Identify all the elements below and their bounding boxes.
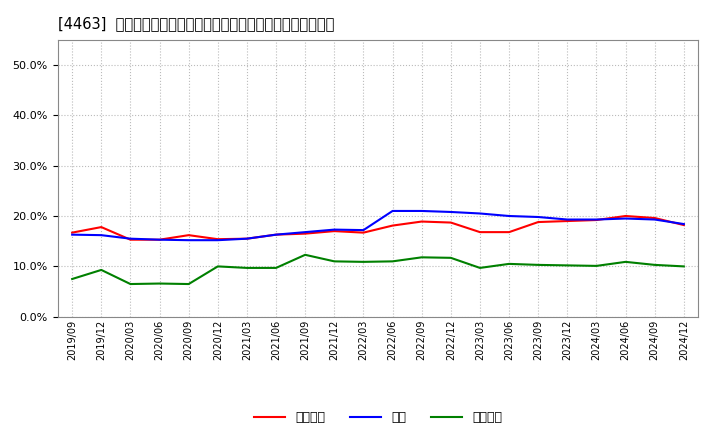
売上債権 [621, 213, 630, 219]
在庫 [534, 214, 543, 220]
買入債務 [68, 276, 76, 282]
在庫 [213, 238, 222, 243]
売上債権 [563, 218, 572, 224]
売上債権 [301, 231, 310, 236]
売上債権 [418, 219, 426, 224]
売上債権 [156, 237, 164, 242]
在庫 [505, 213, 513, 219]
買入債務 [156, 281, 164, 286]
在庫 [388, 208, 397, 213]
売上債権 [592, 217, 600, 223]
買入債務 [505, 261, 513, 267]
在庫 [68, 232, 76, 237]
在庫 [243, 236, 251, 241]
売上債権 [213, 237, 222, 242]
Line: 買入債務: 買入債務 [72, 255, 684, 284]
在庫 [97, 232, 106, 238]
買入債務 [184, 282, 193, 287]
買入債務 [330, 259, 338, 264]
買入債務 [97, 267, 106, 272]
在庫 [359, 227, 368, 233]
売上債権 [650, 215, 659, 220]
在庫 [476, 211, 485, 216]
売上債権 [388, 223, 397, 228]
在庫 [330, 227, 338, 232]
在庫 [126, 236, 135, 241]
売上債権 [243, 236, 251, 241]
在庫 [271, 232, 280, 237]
売上債権 [505, 230, 513, 235]
在庫 [563, 217, 572, 222]
買入債務 [680, 264, 688, 269]
Legend: 売上債権, 在庫, 買入債務: 売上債権, 在庫, 買入債務 [248, 406, 508, 429]
Line: 売上債権: 売上債権 [72, 216, 684, 240]
買入債務 [388, 259, 397, 264]
在庫 [650, 217, 659, 222]
買入債務 [476, 265, 485, 271]
売上債権 [330, 228, 338, 234]
買入債務 [446, 255, 455, 260]
買入債務 [621, 259, 630, 264]
在庫 [301, 230, 310, 235]
買入債務 [650, 262, 659, 268]
在庫 [680, 221, 688, 227]
売上債権 [534, 220, 543, 225]
Line: 在庫: 在庫 [72, 211, 684, 240]
売上債権 [184, 232, 193, 238]
在庫 [592, 217, 600, 222]
売上債権 [446, 220, 455, 225]
買入債務 [213, 264, 222, 269]
買入債務 [534, 262, 543, 268]
Text: [4463]  売上債権、在庫、買入債務の総資産に対する比率の推移: [4463] 売上債権、在庫、買入債務の総資産に対する比率の推移 [58, 16, 334, 32]
買入債務 [126, 282, 135, 287]
売上債権 [680, 223, 688, 228]
買入債務 [592, 263, 600, 268]
売上債権 [271, 232, 280, 237]
在庫 [621, 216, 630, 221]
買入債務 [563, 263, 572, 268]
買入債務 [418, 255, 426, 260]
売上債権 [476, 230, 485, 235]
売上債権 [126, 237, 135, 242]
買入債務 [243, 265, 251, 271]
買入債務 [301, 252, 310, 257]
在庫 [418, 208, 426, 213]
買入債務 [271, 265, 280, 271]
売上債権 [68, 230, 76, 235]
買入債務 [359, 259, 368, 264]
在庫 [156, 237, 164, 242]
在庫 [184, 238, 193, 243]
売上債権 [359, 230, 368, 235]
在庫 [446, 209, 455, 215]
売上債権 [97, 224, 106, 230]
